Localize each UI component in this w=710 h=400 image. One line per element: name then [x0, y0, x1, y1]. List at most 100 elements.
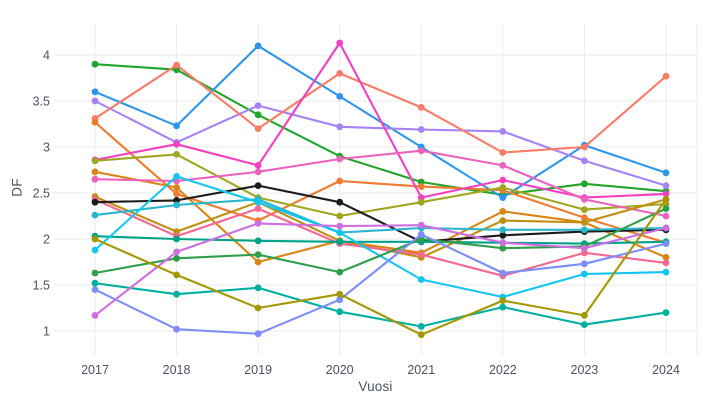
series-08-darkorange-marker[interactable] [662, 254, 670, 261]
series-08-darkorange-marker[interactable] [254, 258, 262, 266]
series-13-cyanflat-marker[interactable] [91, 211, 99, 219]
series-19-orchid-marker[interactable] [91, 312, 99, 319]
series-15-cyan-marker[interactable] [417, 276, 425, 283]
series-15-cyan-marker[interactable] [254, 198, 262, 206]
series-03-lavender-marker[interactable] [581, 157, 588, 165]
series-16-forestgreen-marker[interactable] [254, 251, 262, 258]
series-20-olive-marker[interactable] [581, 312, 588, 319]
series-07-olivegreen-marker[interactable] [173, 151, 181, 158]
series-02-blue-marker[interactable] [173, 122, 181, 130]
series-18-periwinkle-marker[interactable] [499, 269, 507, 277]
series-07-olivegreen-marker[interactable] [417, 198, 425, 206]
series-18-periwinkle-marker[interactable] [417, 231, 425, 238]
series-09-magenta-marker[interactable] [417, 147, 425, 155]
series-19-orchid-marker[interactable] [581, 244, 588, 252]
series-17-teal-marker[interactable] [581, 321, 588, 328]
series-14-tealflat-marker[interactable] [173, 235, 181, 243]
series-03-lavender-marker[interactable] [91, 97, 99, 105]
series-20-olive-marker[interactable] [91, 235, 99, 243]
series-12-black-marker[interactable] [499, 231, 507, 239]
series-06-hotpink-marker[interactable] [662, 190, 670, 198]
series-13-cyanflat-marker[interactable] [581, 226, 588, 234]
series-12-black-marker[interactable] [336, 198, 344, 206]
series-18-periwinkle-marker[interactable] [336, 296, 344, 304]
series-04-salmon-marker[interactable] [499, 149, 507, 156]
series-20-olive-marker[interactable] [499, 297, 507, 304]
series-04-salmon-marker[interactable] [581, 143, 588, 151]
series-06-hotpink-marker[interactable] [254, 162, 262, 169]
series-05-orange-marker[interactable] [417, 183, 425, 191]
series-18-periwinkle-marker[interactable] [173, 325, 181, 333]
series-17-teal-marker[interactable] [173, 290, 181, 298]
series-04-salmon-marker[interactable] [662, 72, 670, 80]
series-07-olivegreen-marker[interactable] [499, 184, 507, 191]
series-19-orchid-marker[interactable] [336, 222, 344, 230]
series-17-teal-marker[interactable] [662, 309, 670, 316]
series-03-lavender-marker[interactable] [417, 126, 425, 133]
series-05-orange-marker[interactable] [91, 118, 99, 126]
series-15-cyan-marker[interactable] [581, 270, 588, 278]
series-07-olivegreen-marker[interactable] [91, 157, 99, 165]
series-15-cyan-marker[interactable] [91, 246, 99, 254]
series-02-blue-marker[interactable] [336, 93, 344, 100]
series-20-olive-marker[interactable] [417, 331, 425, 339]
series-17-teal-marker[interactable] [336, 308, 344, 316]
series-19-orchid-marker[interactable] [662, 224, 670, 232]
series-02-blue-marker[interactable] [91, 88, 99, 96]
series-20-olive-marker[interactable] [254, 304, 262, 312]
series-09-magenta-marker[interactable] [336, 155, 344, 163]
series-16-forestgreen-marker[interactable] [499, 244, 507, 252]
series-17-teal-marker[interactable] [417, 323, 425, 330]
series-09-magenta-marker[interactable] [254, 168, 262, 176]
series-15-cyan-marker[interactable] [173, 173, 181, 180]
series-16-forestgreen-marker[interactable] [662, 205, 670, 213]
series-19-orchid-marker[interactable] [417, 221, 425, 229]
series-18-periwinkle-marker[interactable] [662, 240, 670, 248]
series-02-blue-marker[interactable] [662, 169, 670, 177]
series-20-olive-marker[interactable] [173, 271, 181, 279]
series-12-black-marker[interactable] [254, 182, 262, 190]
series-10-goldenrod-marker[interactable] [499, 217, 507, 225]
series-03-lavender-marker[interactable] [336, 123, 344, 131]
series-12-black-marker[interactable] [91, 198, 99, 206]
series-15-cyan-marker[interactable] [336, 229, 344, 237]
series-18-periwinkle-marker[interactable] [254, 330, 262, 338]
series-09-magenta-marker[interactable] [91, 175, 99, 183]
series-04-salmon-marker[interactable] [254, 125, 262, 132]
series-19-orchid-marker[interactable] [173, 248, 181, 256]
series-02-blue-marker[interactable] [499, 194, 507, 202]
series-06-hotpink-marker[interactable] [173, 140, 181, 148]
series-14-tealflat-marker[interactable] [254, 237, 262, 245]
series-18-periwinkle-marker[interactable] [581, 260, 588, 268]
series-19-orchid-marker[interactable] [499, 239, 507, 247]
series-01-green-marker[interactable] [254, 111, 262, 119]
series-09-magenta-marker[interactable] [662, 212, 670, 220]
series-11-pink-marker[interactable] [417, 251, 425, 258]
series-14-tealflat-marker[interactable] [336, 238, 344, 246]
series-02-blue-marker[interactable] [254, 42, 262, 50]
series-11-pink-marker[interactable] [254, 205, 262, 213]
series-06-hotpink-marker[interactable] [499, 176, 507, 184]
series-16-forestgreen-marker[interactable] [336, 268, 344, 276]
series-20-olive-marker[interactable] [662, 196, 670, 203]
series-17-teal-marker[interactable] [499, 303, 507, 311]
series-20-olive-marker[interactable] [336, 290, 344, 298]
series-09-magenta-marker[interactable] [499, 162, 507, 169]
series-19-orchid-marker[interactable] [254, 220, 262, 227]
series-05-orange-marker[interactable] [173, 190, 181, 198]
series-16-forestgreen-marker[interactable] [173, 254, 181, 262]
series-03-lavender-marker[interactable] [254, 102, 262, 109]
series-04-salmon-marker[interactable] [417, 104, 425, 111]
series-15-cyan-marker[interactable] [662, 268, 670, 276]
series-13-cyanflat-marker[interactable] [173, 201, 181, 209]
series-07-olivegreen-marker[interactable] [336, 212, 344, 220]
series-11-pink-marker[interactable] [662, 259, 670, 267]
series-05-orange-marker[interactable] [336, 177, 344, 185]
series-06-hotpink-marker[interactable] [336, 39, 344, 47]
series-04-salmon-marker[interactable] [336, 70, 344, 77]
series-01-green-marker[interactable] [581, 180, 588, 188]
series-08-darkorange-marker[interactable] [91, 168, 99, 176]
series-08-darkorange-marker[interactable] [173, 184, 181, 191]
series-18-periwinkle-marker[interactable] [91, 286, 99, 293]
series-16-forestgreen-marker[interactable] [91, 269, 99, 277]
